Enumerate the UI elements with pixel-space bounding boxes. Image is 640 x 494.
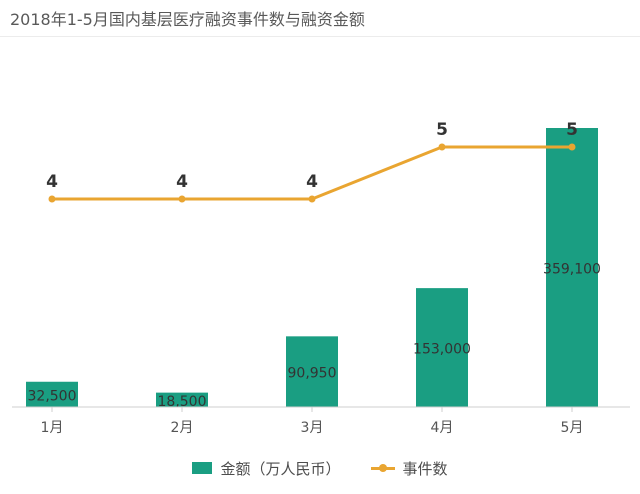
events-value-label-2: 4 (176, 172, 188, 192)
events-point-3 (308, 195, 316, 203)
events-point-1 (48, 195, 56, 203)
bar-value-label-2: 18,500 (158, 394, 207, 410)
x-tick-label-4: 4月 (431, 420, 454, 436)
x-tick-label-5: 5月 (561, 420, 584, 436)
legend-swatch-events (370, 462, 395, 474)
chart-title: 2018年1-5月国内基层医疗融资事件数与融资金额 (10, 10, 365, 29)
legend-item-amount: 金额（万人民币） (192, 458, 341, 479)
bar-value-label-5: 359,100 (543, 262, 601, 278)
events-point-2 (178, 195, 186, 203)
bar-3 (286, 336, 338, 407)
bar-4 (416, 288, 468, 407)
events-point-4 (438, 143, 446, 151)
events-value-label-5: 5 (566, 120, 578, 140)
bar-value-label-1: 32,500 (28, 388, 77, 404)
title-divider (0, 36, 640, 37)
legend-swatch-amount (192, 462, 213, 474)
chart-legend: 金额（万人民币） 事件数 (0, 454, 640, 482)
legend-item-events: 事件数 (370, 458, 448, 479)
events-point-5 (568, 143, 576, 151)
bar-1 (26, 381, 78, 407)
x-tick-label-2: 2月 (171, 420, 194, 436)
events-value-label-3: 4 (306, 172, 318, 192)
events-value-label-4: 5 (436, 120, 448, 140)
bar-5 (546, 128, 598, 407)
bar-2 (156, 392, 208, 407)
bar-value-label-4: 153,000 (413, 342, 471, 358)
x-tick-label-3: 3月 (301, 420, 324, 436)
legend-label-amount: 金额（万人民币） (220, 459, 341, 478)
x-tick-label-1: 1月 (41, 420, 64, 436)
bar-value-label-3: 90,950 (288, 366, 337, 382)
events-value-label-1: 4 (46, 172, 58, 192)
legend-label-events: 事件数 (402, 459, 448, 478)
